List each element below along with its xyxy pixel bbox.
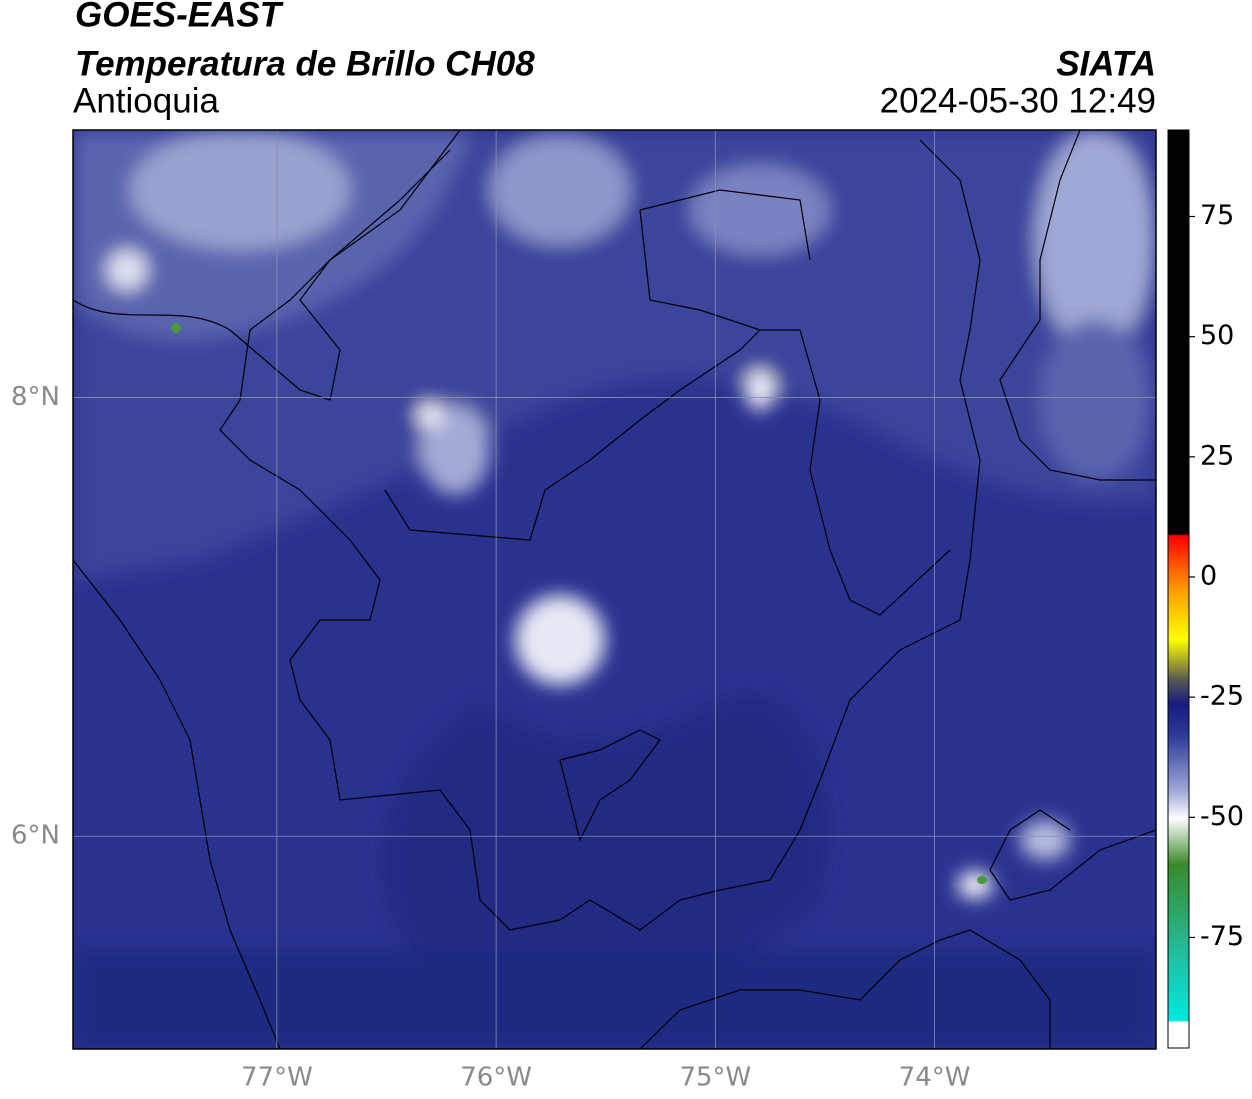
colorbar-tick-label: -25 (1200, 681, 1244, 712)
colorbar (1167, 129, 1190, 1049)
x-tick-label: 76°W (460, 1063, 532, 1093)
colorbar-tick-label: 75 (1200, 200, 1234, 231)
x-tick-label: 75°W (679, 1063, 751, 1093)
datetime: 2024-05-30 12:49 (880, 81, 1156, 120)
x-tick-label: 74°W (899, 1063, 971, 1093)
x-tick-label: 77°W (241, 1063, 313, 1093)
colorbar-tick-label: -50 (1200, 801, 1244, 832)
colorbar-tick-label: 0 (1200, 560, 1217, 591)
y-tick-label: 6°N (11, 821, 60, 851)
colorbar-tick-label: 50 (1200, 320, 1234, 351)
borders (73, 130, 1156, 1049)
colorbar-tick-label: -75 (1200, 921, 1244, 952)
map-frame (72, 129, 1157, 1050)
satellite-map (73, 130, 1156, 1049)
colorbar-tick-label: 25 (1200, 440, 1234, 471)
graticule (73, 130, 1156, 1049)
source: SIATA (1056, 44, 1156, 83)
y-tick-label: 8°N (11, 382, 60, 412)
region: Antioquia (73, 81, 219, 120)
subtitle: Temperatura de Brillo CH08 (75, 44, 535, 83)
title: GOES-EAST (75, 0, 284, 34)
